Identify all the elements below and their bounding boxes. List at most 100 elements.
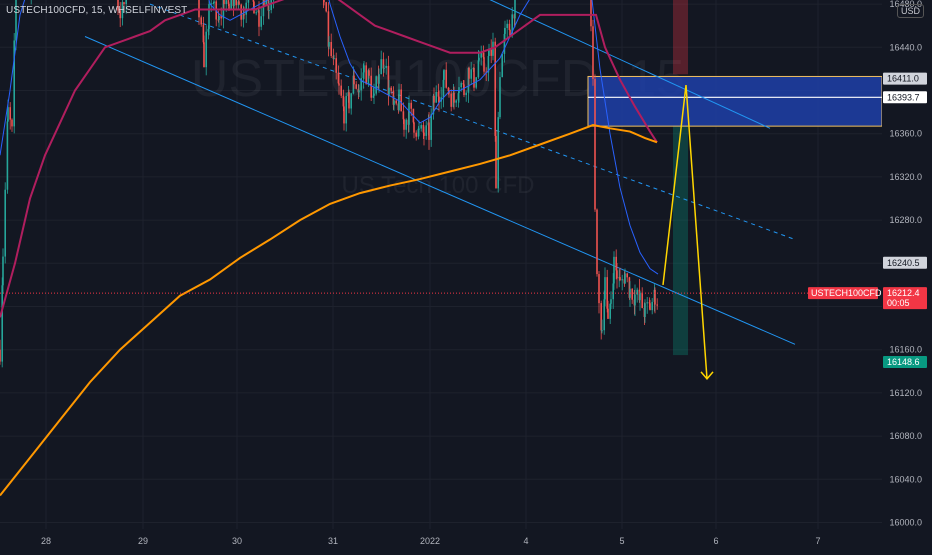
candle-body	[353, 75, 355, 85]
candle-body	[606, 277, 608, 309]
candle-body	[648, 302, 651, 304]
x-tick-label: 4	[523, 536, 528, 546]
candle-body	[238, 1, 240, 5]
candle-body	[262, 0, 265, 17]
candle-body	[390, 87, 392, 91]
x-tick-label: 30	[232, 536, 242, 546]
candle-body	[649, 303, 651, 311]
candle-body	[242, 14, 245, 20]
candle-body	[327, 11, 330, 47]
price-label: 16411.0	[887, 74, 919, 84]
candle-body	[403, 119, 405, 130]
candle-body	[497, 117, 499, 189]
candle-body	[117, 0, 119, 11]
candle-body	[235, 0, 237, 6]
currency-badge[interactable]: USD	[896, 4, 924, 18]
candle-body	[210, 3, 212, 5]
candle-body	[247, 0, 250, 3]
candle-body	[473, 67, 475, 88]
candle-body	[482, 52, 485, 58]
candle-body	[628, 277, 631, 298]
candle-body	[468, 67, 470, 79]
candle-body	[7, 107, 9, 122]
candle-body	[616, 270, 618, 279]
candle-body	[203, 42, 205, 68]
x-tick-label: 29	[138, 536, 148, 546]
candle-body	[228, 3, 230, 10]
candle-body	[646, 302, 648, 304]
candle-body	[656, 304, 658, 306]
x-tick-label: 5	[619, 536, 624, 546]
candle-body	[338, 83, 340, 86]
candle-body	[260, 16, 262, 27]
candle-body	[413, 122, 415, 133]
take-profit-box	[673, 125, 688, 356]
candle-body	[604, 277, 606, 300]
candle-body	[325, 2, 327, 12]
candle-body	[437, 91, 440, 97]
price-label: 16212.4	[887, 288, 920, 298]
candle-body	[639, 292, 641, 301]
candle-body	[410, 102, 412, 109]
candle-body	[13, 40, 15, 127]
candle-body	[367, 70, 370, 85]
candle-body	[200, 17, 202, 25]
candle-body	[435, 91, 437, 103]
candle-body	[463, 84, 465, 96]
candle-body	[613, 256, 615, 284]
candle-body	[9, 107, 11, 120]
candle-body	[501, 53, 503, 78]
candle-body	[619, 277, 621, 281]
candle-body	[475, 77, 477, 88]
candle-body	[457, 93, 460, 101]
candle-body	[370, 75, 372, 98]
candle-body	[420, 125, 422, 129]
candle-body	[323, 0, 325, 3]
candle-body	[207, 28, 210, 32]
candle-body	[2, 256, 4, 286]
candle-body	[212, 3, 215, 5]
candle-body	[405, 119, 407, 130]
candle-body	[442, 79, 445, 98]
candle-body	[265, 0, 267, 5]
candle-body	[205, 31, 207, 68]
candle-body	[125, 0, 127, 4]
price-label: 16240.5	[887, 258, 920, 268]
y-tick-label: 16320.0	[889, 172, 922, 182]
candle-body	[654, 289, 656, 305]
candle-body	[360, 78, 362, 91]
candle-body	[624, 273, 626, 284]
price-label: 16148.6	[887, 357, 920, 367]
candle-body	[460, 83, 462, 88]
candle-body	[348, 92, 350, 109]
candle-body	[470, 69, 472, 79]
candle-body	[503, 33, 506, 54]
candle-body	[365, 65, 367, 85]
candle-body	[119, 10, 121, 19]
candle-body	[596, 209, 598, 275]
candle-body	[342, 95, 345, 107]
candle-body	[335, 58, 337, 73]
candle-body	[430, 114, 432, 140]
candle-body	[428, 122, 430, 140]
candle-body	[455, 100, 457, 103]
candle-body	[208, 4, 210, 29]
price-label-bg	[883, 356, 927, 369]
channel-lower-line	[84, 36, 796, 345]
candle-body	[227, 0, 230, 4]
candle-body	[258, 10, 260, 27]
candle-body	[398, 89, 400, 111]
candle-body	[626, 273, 628, 278]
ma-long-line	[0, 124, 658, 497]
candle-body	[651, 301, 653, 311]
candle-body	[223, 0, 225, 5]
candle-body	[504, 28, 506, 34]
candle-body	[499, 77, 501, 118]
candle-body	[488, 49, 490, 57]
arrow-head	[700, 371, 714, 381]
symbol-line-label-bg	[808, 287, 878, 300]
candle-body	[636, 289, 638, 295]
candle-body	[393, 100, 395, 105]
